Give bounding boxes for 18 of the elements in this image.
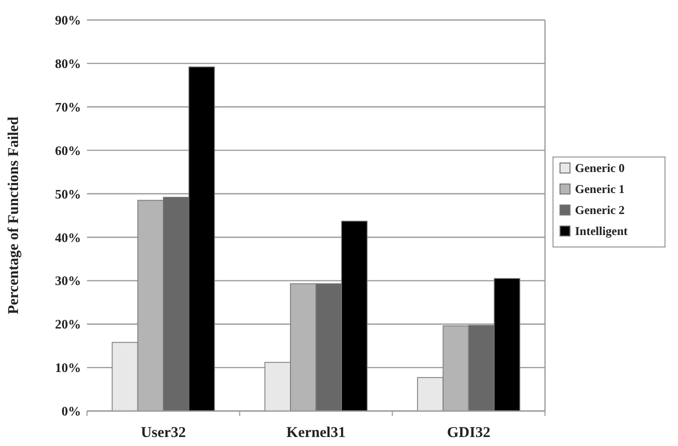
x-tick-label: User32 [140, 425, 186, 441]
y-axis-title: Percentage of Functions Failed [6, 116, 22, 314]
y-tick-label: 70% [55, 99, 81, 114]
y-tick-label: 80% [55, 56, 81, 71]
y-tick-label: 40% [55, 230, 81, 245]
legend-label: Generic 2 [575, 203, 625, 218]
x-tick-label: GDI32 [446, 425, 490, 441]
y-tick-label: 0% [62, 404, 81, 419]
x-tick-label: Kernel31 [286, 425, 346, 441]
y-tick-label: 50% [55, 186, 81, 202]
legend-label: Intelligent [575, 224, 628, 238]
legend-label: Generic 0 [575, 161, 625, 176]
y-tick-label: 90% [55, 12, 81, 28]
y-tick-label: 20% [55, 316, 81, 332]
y-tick-label: 10% [55, 360, 81, 376]
legend-label: Generic 1 [575, 182, 625, 196]
y-tick-label: 60% [55, 142, 81, 158]
y-tick-label: 30% [55, 273, 81, 288]
